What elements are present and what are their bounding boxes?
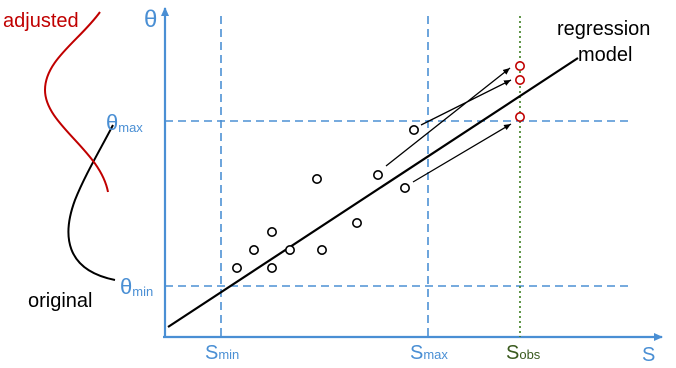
adjust-arrow-middle: [420, 79, 512, 126]
s-max-label: Smax: [410, 342, 448, 364]
theta-axis-label: θ: [144, 6, 157, 33]
theta-min-label: θmin: [120, 274, 153, 299]
original-point-1: [232, 262, 243, 273]
adjusted-distribution-curve: [43, 11, 109, 193]
s-obs-label: Sobs: [506, 342, 541, 364]
adjusted-points-group: [514, 60, 525, 123]
theta-min-sub: min: [132, 284, 153, 299]
original-point-5: [284, 245, 295, 256]
s-min-sub: min: [218, 347, 239, 362]
original-label: original: [28, 290, 92, 312]
original-point-6: [311, 174, 322, 185]
regression-label-line1: regression: [557, 18, 650, 40]
s-axis-label: S: [642, 344, 655, 366]
original-point-3: [266, 227, 277, 238]
original-point-7: [316, 245, 327, 256]
regression-line: [167, 57, 579, 328]
original-point-10: [399, 183, 410, 194]
s-min-main: S: [205, 342, 218, 364]
s-min-label: Smin: [205, 342, 239, 364]
adjust-arrow-top: [385, 67, 511, 167]
adjusted-point-2: [514, 75, 525, 86]
original-point-9: [372, 170, 383, 181]
theta-max-sub: max: [118, 120, 143, 135]
original-point-11: [408, 125, 419, 136]
theta-min-main: θ: [120, 274, 132, 299]
original-distribution-curve: [67, 124, 116, 281]
original-point-2: [249, 245, 260, 256]
adjust-arrow-bottom: [412, 123, 512, 183]
theta-max-main: θ: [106, 110, 118, 135]
s-obs-sub: obs: [519, 347, 540, 362]
original-point-4: [266, 262, 277, 273]
s-obs-main: S: [506, 342, 519, 364]
adjusted-point-1: [514, 60, 525, 71]
s-max-main: S: [410, 342, 423, 364]
s-max-sub: max: [423, 347, 448, 362]
adjusted-label: adjusted: [3, 10, 79, 32]
regression-label-line2: model: [578, 44, 632, 66]
original-point-8: [351, 218, 362, 229]
original-points-group: [232, 125, 419, 273]
adjusted-point-3: [514, 112, 525, 123]
theta-max-label: θmax: [106, 110, 143, 135]
